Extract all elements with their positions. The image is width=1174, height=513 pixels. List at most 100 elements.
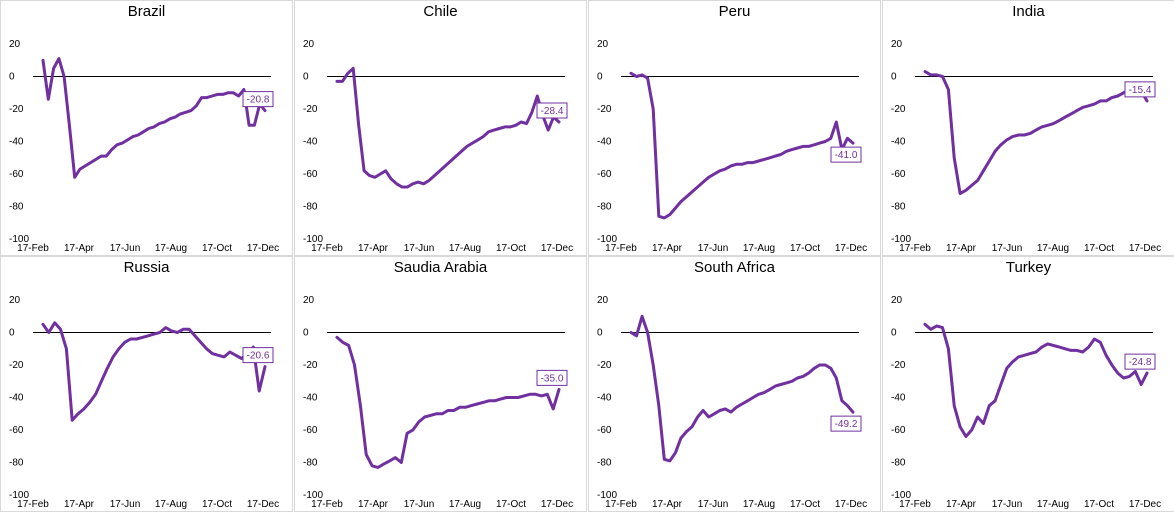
x-tick-label: 17-Jun xyxy=(992,499,1023,510)
y-tick-label: 20 xyxy=(891,295,903,306)
x-tick-label: 17-Jun xyxy=(110,499,141,510)
x-tick-label: 17-Jun xyxy=(698,499,729,510)
y-tick-label: -60 xyxy=(597,425,612,436)
x-tick-label: 17-Aug xyxy=(1037,243,1069,254)
chart-title: Brazil xyxy=(127,3,166,20)
x-tick-label: 17-Aug xyxy=(449,243,481,254)
x-tick-label: 17-Dec xyxy=(835,243,867,254)
y-tick-label: -100 xyxy=(597,490,617,501)
y-tick-label: -40 xyxy=(891,137,906,148)
y-tick-label: -80 xyxy=(9,458,24,469)
end-value-box xyxy=(830,146,862,163)
x-tick-label: 17-Aug xyxy=(155,243,187,254)
y-tick-label: -80 xyxy=(891,458,906,469)
x-tick-label: 17-Apr xyxy=(358,243,389,254)
x-tick-label: 17-Dec xyxy=(541,499,573,510)
end-value-label: -28.4 xyxy=(541,106,564,117)
series-line xyxy=(629,71,855,220)
x-tick-label: 17-Aug xyxy=(155,499,187,510)
end-value-label: -20.8 xyxy=(247,95,270,106)
chart-title: Turkey xyxy=(1005,259,1052,276)
x-tick-label: 17-Apr xyxy=(64,499,95,510)
chart-panel-chile: Chile 20 0 -20 -40 -60 -80 -100 17-Feb 17-Apr 17-J… xyxy=(294,0,587,256)
x-tick-label: 17-Apr xyxy=(358,499,389,510)
end-value-box xyxy=(536,369,568,386)
y-tick-label: -100 xyxy=(891,234,911,245)
y-tick-label: 20 xyxy=(597,39,609,50)
y-tick-label: -100 xyxy=(891,490,911,501)
y-tick-label: -60 xyxy=(891,425,906,436)
end-value-label: -24.8 xyxy=(1129,357,1152,368)
y-tick-label: -40 xyxy=(303,393,318,404)
y-tick-label: 0 xyxy=(303,328,309,339)
y-tick-label: -40 xyxy=(9,393,24,404)
y-tick-label: -60 xyxy=(303,169,318,180)
chart-title: India xyxy=(1012,3,1045,20)
chart-title: South Africa xyxy=(694,259,775,276)
y-tick-label: -100 xyxy=(303,234,323,245)
y-tick-label: -100 xyxy=(9,490,29,501)
chart-title: Peru xyxy=(718,3,751,20)
x-tick-label: 17-Apr xyxy=(946,243,977,254)
x-tick-label: 17-Dec xyxy=(1129,499,1161,510)
series-line xyxy=(629,314,855,463)
y-tick-label: -20 xyxy=(9,360,24,371)
end-value-box xyxy=(242,347,274,364)
y-tick-label: -100 xyxy=(597,234,617,245)
chart-panel-peru: Peru 20 0 -20 -40 -60 -80 -100 17-Feb 17-Apr 17-Ju… xyxy=(588,0,881,256)
y-tick-label: -40 xyxy=(597,137,612,148)
y-tick-label: -20 xyxy=(303,104,318,115)
x-tick-label: 17-Apr xyxy=(652,243,683,254)
series-line xyxy=(41,321,267,422)
x-tick-label: 17-Oct xyxy=(496,243,526,254)
x-tick-label: 17-Feb xyxy=(899,499,931,510)
y-tick-label: -100 xyxy=(9,234,29,245)
x-tick-label: 17-Oct xyxy=(790,499,820,510)
y-tick-label: 20 xyxy=(9,39,21,50)
y-tick-label: -20 xyxy=(891,360,906,371)
chart-title: Chile xyxy=(423,3,458,20)
x-tick-label: 17-Aug xyxy=(1037,499,1069,510)
y-tick-label: -60 xyxy=(597,169,612,180)
x-tick-label: 17-Oct xyxy=(496,499,526,510)
x-tick-label: 17-Dec xyxy=(541,243,573,254)
x-tick-label: 17-Oct xyxy=(1084,499,1114,510)
x-tick-label: 17-Feb xyxy=(605,243,637,254)
y-tick-label: 0 xyxy=(597,72,603,83)
end-value-box xyxy=(1124,81,1156,98)
y-tick-label: 0 xyxy=(303,72,309,83)
chart-panel-south-africa: South Africa 20 0 -20 -40 -60 -80 -100 17-Feb 17-… xyxy=(588,256,881,512)
y-tick-label: -80 xyxy=(597,202,612,213)
x-tick-label: 17-Apr xyxy=(652,499,683,510)
y-tick-label: -60 xyxy=(303,425,318,436)
chart-panel-brazil: Brazil 20 0 -20 -40 -60 -80 -100 17-Feb 17-Apr 17-… xyxy=(0,0,293,256)
y-tick-label: -40 xyxy=(9,137,24,148)
end-value-label: -35.0 xyxy=(541,373,564,384)
x-tick-label: 17-Dec xyxy=(835,499,867,510)
x-tick-label: 17-Feb xyxy=(605,499,637,510)
x-tick-label: 17-Feb xyxy=(311,499,343,510)
y-tick-label: -20 xyxy=(597,360,612,371)
chart-panel-india: India 20 0 -20 -40 -60 -80 -100 17-Feb 17-Apr 17-J… xyxy=(882,0,1174,256)
x-tick-label: 17-Oct xyxy=(1084,243,1114,254)
x-tick-label: 17-Oct xyxy=(790,243,820,254)
x-tick-label: 17-Oct xyxy=(202,243,232,254)
x-tick-label: 17-Jun xyxy=(992,243,1023,254)
end-value-box xyxy=(242,91,274,108)
y-tick-label: 20 xyxy=(9,295,21,306)
series-line xyxy=(923,70,1149,195)
end-value-label: -41.0 xyxy=(835,150,858,161)
y-tick-label: 20 xyxy=(303,39,315,50)
x-tick-label: 17-Feb xyxy=(17,499,49,510)
y-tick-label: -80 xyxy=(891,202,906,213)
y-tick-label: 0 xyxy=(891,328,897,339)
y-tick-label: -60 xyxy=(891,169,906,180)
end-value-box xyxy=(830,415,862,432)
end-value-label: -20.6 xyxy=(247,351,270,362)
y-tick-label: -20 xyxy=(891,104,906,115)
y-tick-label: 0 xyxy=(9,328,15,339)
